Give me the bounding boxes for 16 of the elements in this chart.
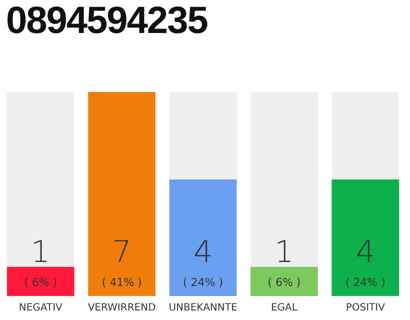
- annotation: ( 24% ): [182, 276, 224, 289]
- x-tick-label: EGAL: [270, 302, 298, 314]
- x-tick-label: NEGATIV: [18, 302, 63, 314]
- chart-title: 0894594235: [6, 0, 208, 43]
- data-label: 1: [31, 235, 50, 270]
- data-label: 1: [274, 235, 294, 270]
- x-tick-label: POSITIV: [346, 302, 386, 314]
- annotation: ( 24% ): [345, 276, 386, 289]
- data-label: 4: [356, 235, 375, 270]
- annotation: ( 41% ): [102, 276, 142, 289]
- data-label: 7: [112, 235, 132, 270]
- annotation: ( 6% ): [268, 276, 301, 289]
- x-tick-label: VERWIRREND: [88, 302, 156, 314]
- x-tick-label: UNBEKANNTE: [168, 302, 238, 314]
- data-label: 4: [193, 235, 213, 270]
- annotation: ( 6% ): [24, 276, 58, 289]
